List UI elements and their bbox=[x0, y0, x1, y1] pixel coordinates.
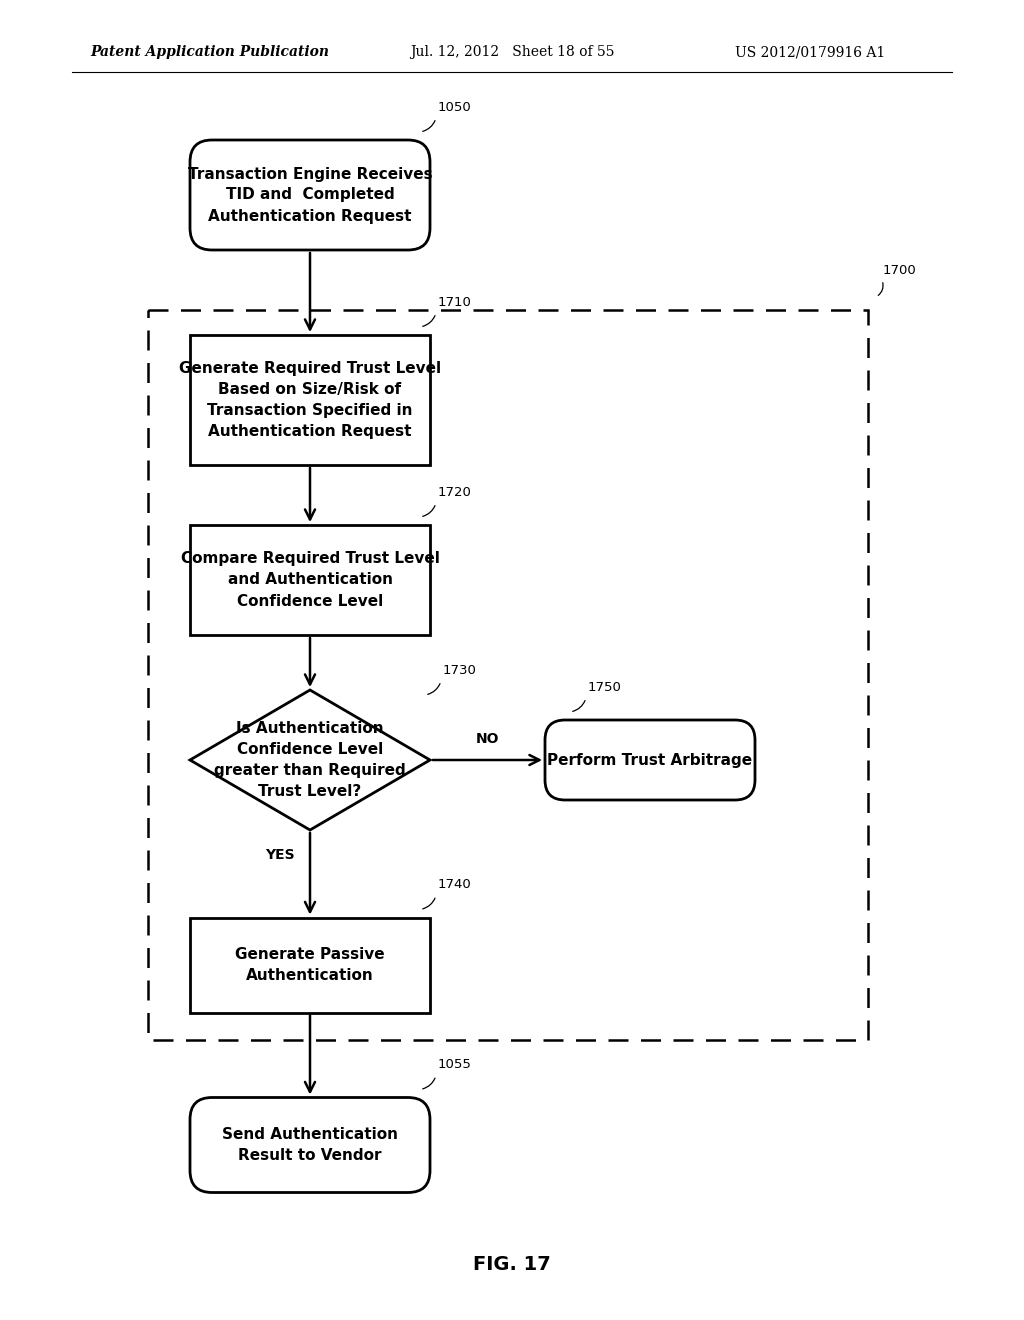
Text: NO: NO bbox=[476, 733, 500, 746]
Bar bbox=[148, 310, 868, 1040]
Text: 1730: 1730 bbox=[443, 664, 477, 677]
Text: Transaction Engine Receives
TID and  Completed
Authentication Request: Transaction Engine Receives TID and Comp… bbox=[187, 166, 432, 223]
FancyBboxPatch shape bbox=[190, 1097, 430, 1192]
Text: 1055: 1055 bbox=[438, 1059, 472, 1072]
Text: 1720: 1720 bbox=[438, 486, 472, 499]
Text: Send Authentication
Result to Vendor: Send Authentication Result to Vendor bbox=[222, 1127, 398, 1163]
Text: Generate Passive
Authentication: Generate Passive Authentication bbox=[236, 946, 385, 983]
Text: 1050: 1050 bbox=[438, 102, 472, 114]
Text: Jul. 12, 2012   Sheet 18 of 55: Jul. 12, 2012 Sheet 18 of 55 bbox=[410, 45, 614, 59]
Text: Compare Required Trust Level
and Authentication
Confidence Level: Compare Required Trust Level and Authent… bbox=[180, 552, 439, 609]
Text: 1740: 1740 bbox=[438, 879, 472, 891]
Polygon shape bbox=[190, 690, 430, 830]
Text: Perform Trust Arbitrage: Perform Trust Arbitrage bbox=[548, 752, 753, 767]
Text: US 2012/0179916 A1: US 2012/0179916 A1 bbox=[735, 45, 886, 59]
Text: 1700: 1700 bbox=[883, 264, 916, 277]
Text: Generate Required Trust Level
Based on Size/Risk of
Transaction Specified in
Aut: Generate Required Trust Level Based on S… bbox=[179, 360, 441, 440]
Bar bbox=[190, 917, 430, 1012]
Text: YES: YES bbox=[265, 847, 295, 862]
Text: Is Authentication
Confidence Level
greater than Required
Trust Level?: Is Authentication Confidence Level great… bbox=[214, 721, 406, 799]
FancyBboxPatch shape bbox=[190, 140, 430, 249]
Text: Patent Application Publication: Patent Application Publication bbox=[90, 45, 329, 59]
Text: 1710: 1710 bbox=[438, 296, 472, 309]
Bar bbox=[190, 335, 430, 465]
FancyBboxPatch shape bbox=[545, 719, 755, 800]
Bar bbox=[190, 525, 430, 635]
Text: FIG. 17: FIG. 17 bbox=[473, 1255, 551, 1275]
Text: 1750: 1750 bbox=[588, 681, 622, 694]
